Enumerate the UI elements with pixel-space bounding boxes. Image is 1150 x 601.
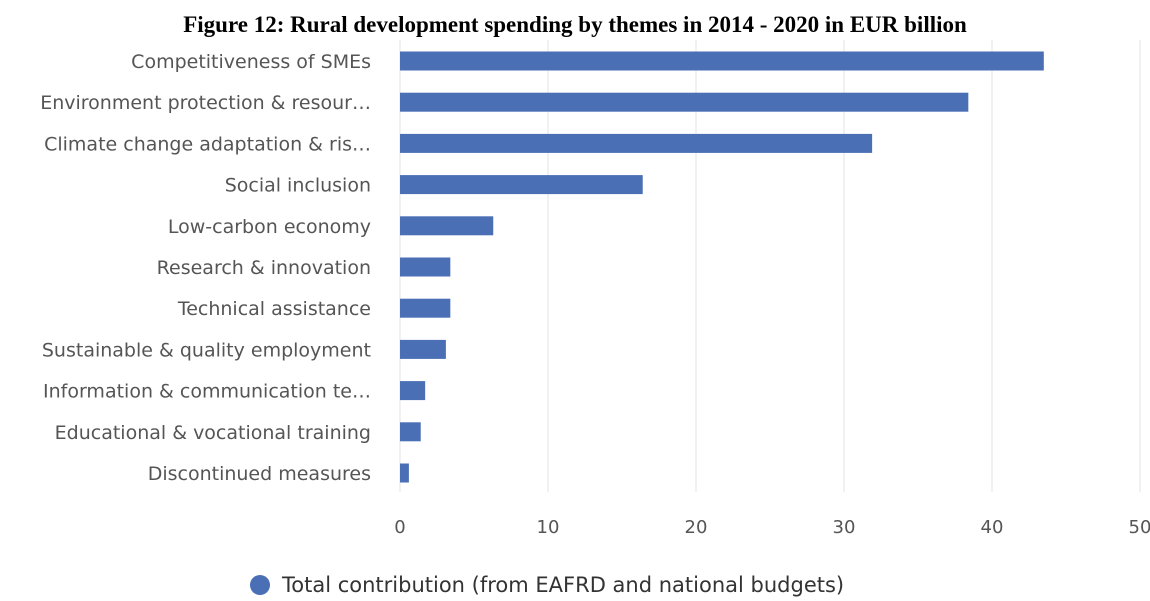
bar[interactable] <box>400 133 873 153</box>
x-tick-label: 10 <box>537 517 560 538</box>
x-tick-label: 40 <box>981 517 1004 538</box>
legend-swatch <box>250 575 270 595</box>
bar[interactable] <box>400 422 421 442</box>
chart-title: Figure 12: Rural development spending by… <box>183 12 967 37</box>
category-label: Climate change adaptation & ris… <box>44 133 371 155</box>
category-label: Research & innovation <box>157 257 371 279</box>
bar[interactable] <box>400 298 451 318</box>
category-label: Technical assistance <box>177 298 371 320</box>
category-label: Competitiveness of SMEs <box>131 51 371 73</box>
bar[interactable] <box>400 216 494 236</box>
bar[interactable] <box>400 257 451 277</box>
bar[interactable] <box>400 175 643 195</box>
x-tick-label: 50 <box>1129 517 1150 538</box>
x-tick-label: 20 <box>685 517 708 538</box>
legend: Total contribution (from EAFRD and natio… <box>250 573 844 597</box>
category-label: Environment protection & resour… <box>40 92 371 114</box>
bar[interactable] <box>400 339 446 359</box>
bar[interactable] <box>400 463 409 483</box>
bar-chart: 0 10 20 30 40 50 Competitiveness of SMEs Enviro… <box>40 40 1150 538</box>
category-label: Social inclusion <box>225 175 371 197</box>
bar[interactable] <box>400 381 426 401</box>
category-label: Low-carbon economy <box>168 216 371 238</box>
category-label: Discontinued measures <box>148 463 371 485</box>
bar[interactable] <box>400 92 969 112</box>
x-tick-label: 30 <box>833 517 856 538</box>
bar[interactable] <box>400 51 1044 71</box>
category-label: Sustainable & quality employment <box>42 339 371 361</box>
category-label: Information & communication te… <box>43 381 371 403</box>
legend-label: Total contribution (from EAFRD and natio… <box>282 573 845 597</box>
x-tick-label: 0 <box>394 517 405 538</box>
category-label: Educational & vocational training <box>55 422 371 444</box>
